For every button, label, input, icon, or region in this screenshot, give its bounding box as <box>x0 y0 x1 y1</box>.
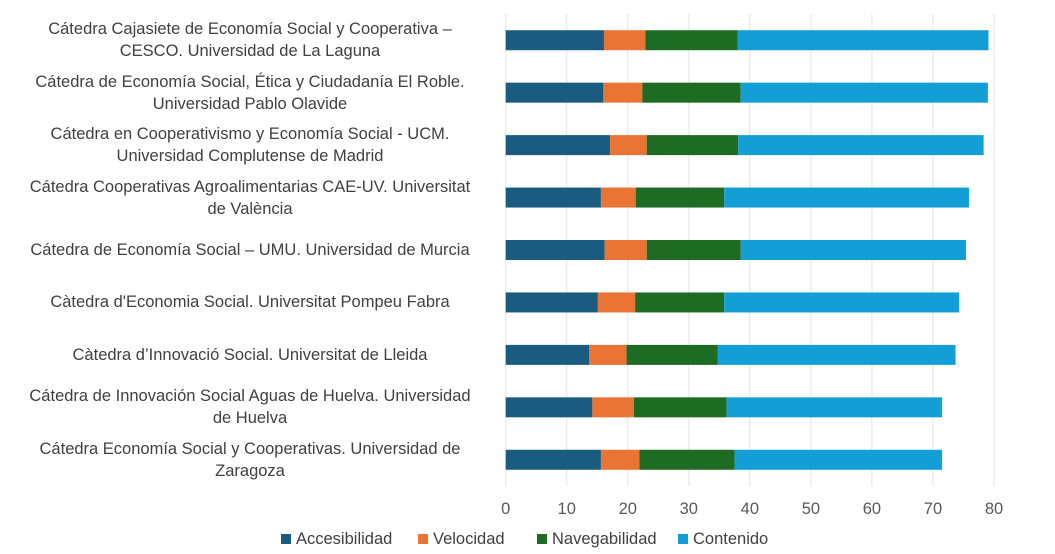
bar-segment-contenido <box>740 82 988 103</box>
x-tick-label: 30 <box>680 500 698 518</box>
legend-label: Contenido <box>693 529 769 548</box>
category-label: Cátedra Cooperativas Agroalimentarias CA… <box>10 176 490 220</box>
bar-segment-navegabilidad <box>635 292 725 313</box>
category-label-line: Cátedra Economía Social y Cooperativas. … <box>39 439 461 458</box>
bar-segment-navegabilidad <box>635 187 725 208</box>
category-label: Càtedra d’Innovació Social. Universitat … <box>10 344 490 366</box>
legend-item-accesibilidad: Accesibilidad <box>281 528 392 550</box>
category-label-line: Cátedra Cajasiete de Economía Social y C… <box>48 20 452 39</box>
bar-group <box>505 397 943 418</box>
x-tick-label: 70 <box>924 500 942 518</box>
legend-label: Accesibilidad <box>296 529 393 548</box>
category-label-line: de València <box>207 199 293 218</box>
bar-segment-contenido <box>738 135 984 156</box>
legend: Accesibilidad Velocidad Navegabilidad Conte… <box>0 528 1055 550</box>
category-label-line: Cátedra de Economía Social – UMU. Univer… <box>30 241 470 259</box>
category-label-line: Cátedra en Cooperativismo y Economía Soc… <box>50 125 450 144</box>
bar-segment-velocidad <box>592 397 634 418</box>
bar-segment-accesibilidad <box>505 135 611 156</box>
x-tick-label: 80 <box>985 500 1003 518</box>
bar-segment-navegabilidad <box>626 344 718 365</box>
bar-group <box>505 449 943 470</box>
bar-segment-accesibilidad <box>505 292 598 313</box>
x-tick-label: 50 <box>802 500 820 518</box>
bar-segment-velocidad <box>603 30 646 51</box>
category-label: Cátedra de Economía Social – UMU. Univer… <box>10 239 490 261</box>
bar-segment-navegabilidad <box>639 449 735 470</box>
bar-group <box>505 292 960 313</box>
bar-segment-contenido <box>726 397 943 418</box>
bar-segment-navegabilidad <box>642 82 741 103</box>
legend-item-velocidad: Velocidad <box>418 528 505 550</box>
bar-segment-contenido <box>734 449 943 470</box>
x-tick-label: 20 <box>619 500 637 518</box>
bar-segment-contenido <box>724 292 960 313</box>
bar-segment-navegabilidad <box>645 30 738 51</box>
bar-group <box>505 240 966 260</box>
bar-segment-velocidad <box>604 240 647 260</box>
bar-segment-contenido <box>740 240 966 260</box>
legend-swatch <box>418 534 428 544</box>
bar-segment-accesibilidad <box>505 30 604 51</box>
category-label: Cátedra Cajasiete de Economía Social y C… <box>10 18 490 62</box>
bar-segment-accesibilidad <box>505 397 593 418</box>
category-label-line: Càtedra d’Innovació Social. Universitat … <box>72 345 428 364</box>
category-label-line: Universidad Pablo Olavide <box>152 94 348 113</box>
legend-item-contenido: Contenido <box>678 528 768 550</box>
legend-label: Navegabilidad <box>552 529 657 548</box>
category-label-line: de Huelva <box>212 409 288 428</box>
bar-segment-accesibilidad <box>505 82 604 103</box>
x-tick-label: 60 <box>863 500 881 518</box>
category-label-line: Cátedra de Economía Social, Ética y Ciud… <box>35 72 465 91</box>
x-tick-label: 0 <box>501 500 510 518</box>
category-label-line: Càtedra d'Economia Social. Universitat P… <box>50 293 450 312</box>
bar-group <box>505 135 984 156</box>
bar-segment-accesibilidad <box>505 240 605 260</box>
bar-segment-velocidad <box>600 449 640 470</box>
bar-segment-accesibilidad <box>505 187 601 208</box>
bar-segment-velocidad <box>600 187 636 208</box>
category-label: Càtedra d'Economia Social. Universitat P… <box>10 291 490 313</box>
bar-segment-accesibilidad <box>505 344 590 365</box>
bar-segment-contenido <box>717 344 956 365</box>
bar-segment-contenido <box>737 30 989 51</box>
x-tick-label: 10 <box>558 500 576 518</box>
category-label: Cátedra en Cooperativismo y Economía Soc… <box>10 123 490 167</box>
legend-swatch <box>678 534 688 544</box>
category-label-line: CESCO. Universidad de La Laguna <box>119 42 381 61</box>
category-label-line: Zaragoza <box>215 461 285 480</box>
bar-segment-accesibilidad <box>505 449 601 470</box>
bar-group <box>505 187 969 208</box>
legend-swatch <box>281 534 291 544</box>
legend-swatch <box>537 534 547 544</box>
bars <box>505 30 989 470</box>
bar-segment-navegabilidad <box>633 397 727 418</box>
bar-segment-navegabilidad <box>646 135 739 156</box>
category-label-line: Universidad Complutense de Madrid <box>116 147 384 166</box>
category-label: Cátedra Economía Social y Cooperativas. … <box>10 438 490 482</box>
bar-segment-velocidad <box>610 135 647 156</box>
category-label-line: Cátedra Cooperativas Agroalimentarias CA… <box>29 177 471 196</box>
category-label: Cátedra de Innovación Social Aguas de Hu… <box>10 385 490 429</box>
x-tick-label: 40 <box>741 500 759 518</box>
bar-group <box>505 30 989 51</box>
bar-group <box>505 82 988 103</box>
legend-item-navegabilidad: Navegabilidad <box>537 528 657 550</box>
legend-label: Velocidad <box>433 529 505 548</box>
bar-segment-navegabilidad <box>646 240 741 260</box>
bar-group <box>505 344 956 365</box>
bar-segment-velocidad <box>589 344 627 365</box>
bar-segment-velocidad <box>597 292 636 313</box>
category-label: Cátedra de Economía Social, Ética y Ciud… <box>10 71 490 115</box>
bar-segment-velocidad <box>603 82 643 103</box>
bar-segment-contenido <box>724 187 969 208</box>
category-label-line: Cátedra de Innovación Social Aguas de Hu… <box>29 387 471 406</box>
x-axis-ticks: 0 10 20 30 40 50 60 70 80 <box>501 500 1003 518</box>
